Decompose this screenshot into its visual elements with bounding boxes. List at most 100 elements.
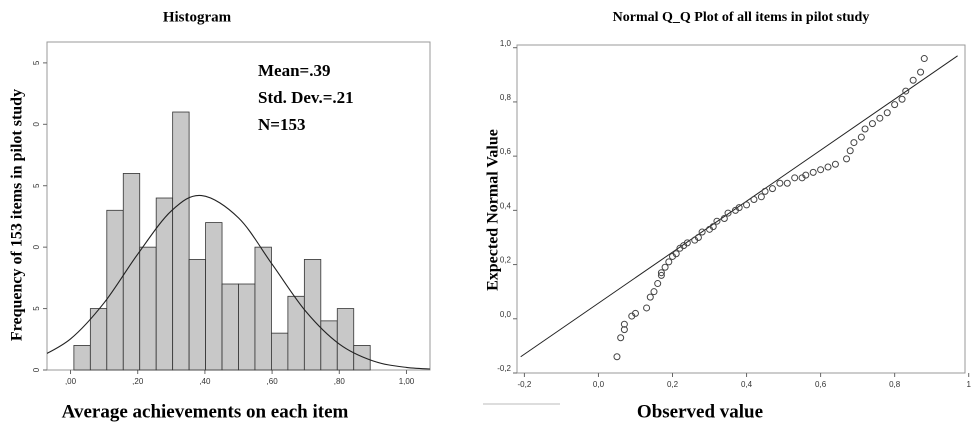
point <box>802 171 810 179</box>
point <box>831 160 839 168</box>
annotation: Std. Dev.=.21 <box>258 88 354 107</box>
point <box>750 196 758 204</box>
y-tick-label: 0,6 <box>500 147 512 156</box>
point <box>631 309 639 317</box>
bar <box>188 259 206 371</box>
chart-title: Normal Q_Q Plot of all items in pilot st… <box>613 10 870 25</box>
point <box>850 139 858 147</box>
point <box>891 101 899 109</box>
point <box>898 95 906 103</box>
point <box>776 179 784 187</box>
annotation: Mean=.39 <box>258 61 330 80</box>
point <box>757 193 765 201</box>
bar <box>353 345 371 371</box>
y-tick-label: 0,2 <box>500 256 512 265</box>
y-tick-label: -0,2 <box>497 364 511 373</box>
x-tick-label: ,40 <box>199 377 211 386</box>
bar <box>139 246 157 371</box>
point <box>620 320 628 328</box>
point <box>617 334 625 342</box>
plot-area <box>516 44 966 374</box>
point <box>843 155 851 163</box>
point <box>783 179 791 187</box>
point <box>883 109 891 117</box>
x-tick-label: ,00 <box>65 377 77 386</box>
point <box>791 174 799 182</box>
point <box>613 353 621 361</box>
y-tick-label: 0 <box>32 122 41 127</box>
point <box>672 250 680 258</box>
y-axis-label: Frequency of 153 items in pilot study <box>9 89 26 341</box>
bar <box>172 111 190 371</box>
bar <box>89 308 108 371</box>
x-tick-label: ,20 <box>132 377 144 386</box>
bar <box>271 332 289 371</box>
x-tick-label: -0,2 <box>518 380 532 389</box>
point <box>661 263 669 271</box>
bar <box>155 197 174 371</box>
x-tick-label: 0,0 <box>593 380 605 389</box>
point <box>646 293 654 301</box>
bar <box>205 222 223 371</box>
point <box>846 147 854 155</box>
annotation: N=153 <box>258 115 305 134</box>
point <box>824 163 832 171</box>
x-axis-label: Observed value <box>637 401 763 422</box>
bar <box>238 283 256 371</box>
point <box>620 326 628 334</box>
y-tick-label: 0,0 <box>500 310 512 319</box>
point <box>720 214 728 222</box>
y-tick-label: 0 <box>32 244 41 249</box>
bar <box>221 283 239 371</box>
x-tick-label: ,60 <box>267 377 279 386</box>
point <box>817 166 825 174</box>
x-tick-label: 1 <box>966 380 971 389</box>
y-tick-label: 0,4 <box>500 201 512 210</box>
bar <box>336 308 355 371</box>
reference-line <box>520 55 958 358</box>
y-tick-label: 0 <box>32 367 41 372</box>
point <box>724 209 732 217</box>
y-axis-label: Expected Normal Value <box>485 129 502 291</box>
bar <box>106 209 124 371</box>
point <box>917 68 925 76</box>
point <box>657 269 665 277</box>
chart-title: Histogram <box>163 9 232 25</box>
x-axis-label: Average achievements on each item <box>62 401 349 422</box>
point <box>735 204 743 212</box>
y-tick-label: 5 <box>32 60 41 65</box>
x-tick-label: 0,4 <box>741 380 753 389</box>
point <box>920 55 928 63</box>
point <box>861 125 869 133</box>
x-tick-label: 1,00 <box>399 377 415 386</box>
normal-curve <box>47 194 430 370</box>
bar <box>303 259 322 371</box>
bar <box>320 320 338 371</box>
point <box>713 217 721 225</box>
point <box>683 239 691 247</box>
x-tick-label: 0,2 <box>667 380 679 389</box>
point <box>743 201 751 209</box>
point <box>876 114 884 122</box>
y-tick-label: 5 <box>32 306 41 311</box>
y-tick-label: 1,0 <box>500 39 512 48</box>
bar <box>254 246 272 371</box>
point <box>654 280 662 288</box>
bar <box>73 345 91 371</box>
x-tick-label: ,80 <box>334 377 346 386</box>
point <box>761 187 769 195</box>
point <box>868 120 876 128</box>
point <box>698 228 706 236</box>
x-tick-label: 0,6 <box>815 380 827 389</box>
point <box>657 271 665 279</box>
point <box>650 288 658 296</box>
point <box>643 304 651 312</box>
x-tick-label: 0,8 <box>889 380 901 389</box>
point <box>709 223 717 231</box>
point <box>809 168 817 176</box>
point <box>768 185 776 193</box>
point <box>665 258 673 266</box>
y-tick-label: 5 <box>32 183 41 188</box>
point <box>694 233 702 241</box>
